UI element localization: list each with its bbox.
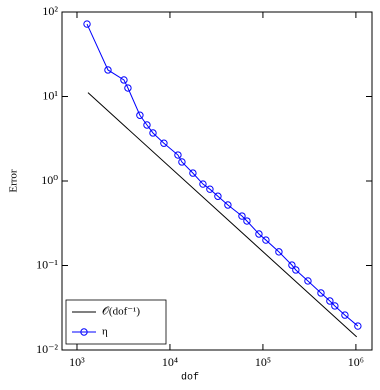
point-marker <box>292 266 300 274</box>
point-marker <box>255 230 263 238</box>
point-marker <box>326 297 334 305</box>
point-marker <box>174 151 182 159</box>
series-line <box>87 92 358 338</box>
y-tick-label: 10¹ <box>42 88 58 102</box>
legend: 𝒪(dof⁻¹) η <box>65 299 167 345</box>
point-marker <box>189 169 197 177</box>
x-tick-label: 10³ <box>69 355 85 369</box>
point-marker <box>238 212 246 220</box>
point-marker <box>160 139 168 147</box>
point-marker <box>178 158 186 166</box>
point-marker <box>214 192 222 200</box>
legend-marker <box>80 328 88 336</box>
point-marker <box>124 84 132 92</box>
point-marker <box>149 129 157 137</box>
point-marker <box>206 185 214 193</box>
point-marker <box>83 20 91 28</box>
point-marker <box>243 217 251 225</box>
legend-label: η <box>102 326 108 338</box>
y-tick-label: 10⁻¹ <box>36 257 58 271</box>
point-marker <box>120 76 128 84</box>
point-marker <box>331 302 339 310</box>
y-tick-label: 10⁻² <box>36 342 58 356</box>
x-tick-label: 10⁵ <box>255 355 271 369</box>
point-marker <box>224 201 232 209</box>
point-marker <box>136 111 144 119</box>
y-tick-label: 10⁰ <box>41 173 58 187</box>
point-marker <box>317 289 325 297</box>
point-marker <box>354 322 362 330</box>
x-tick-label: 10⁶ <box>348 355 364 369</box>
point-marker <box>262 236 270 244</box>
plot-frame <box>61 11 373 351</box>
x-tick-label: 10⁴ <box>162 355 178 369</box>
series-line <box>86 23 359 327</box>
point-marker <box>199 180 207 188</box>
y-tick-label: 10² <box>42 4 58 18</box>
point-marker <box>104 66 112 74</box>
point-marker <box>288 261 296 269</box>
point-marker <box>275 248 283 256</box>
point-marker <box>143 121 151 129</box>
y-axis-label: Error <box>8 169 20 193</box>
x-axis-label: dof <box>181 372 199 384</box>
legend-box <box>65 299 167 345</box>
point-marker <box>304 277 312 285</box>
point-marker <box>341 311 349 319</box>
legend-label: 𝒪(dof⁻¹) <box>102 306 140 318</box>
